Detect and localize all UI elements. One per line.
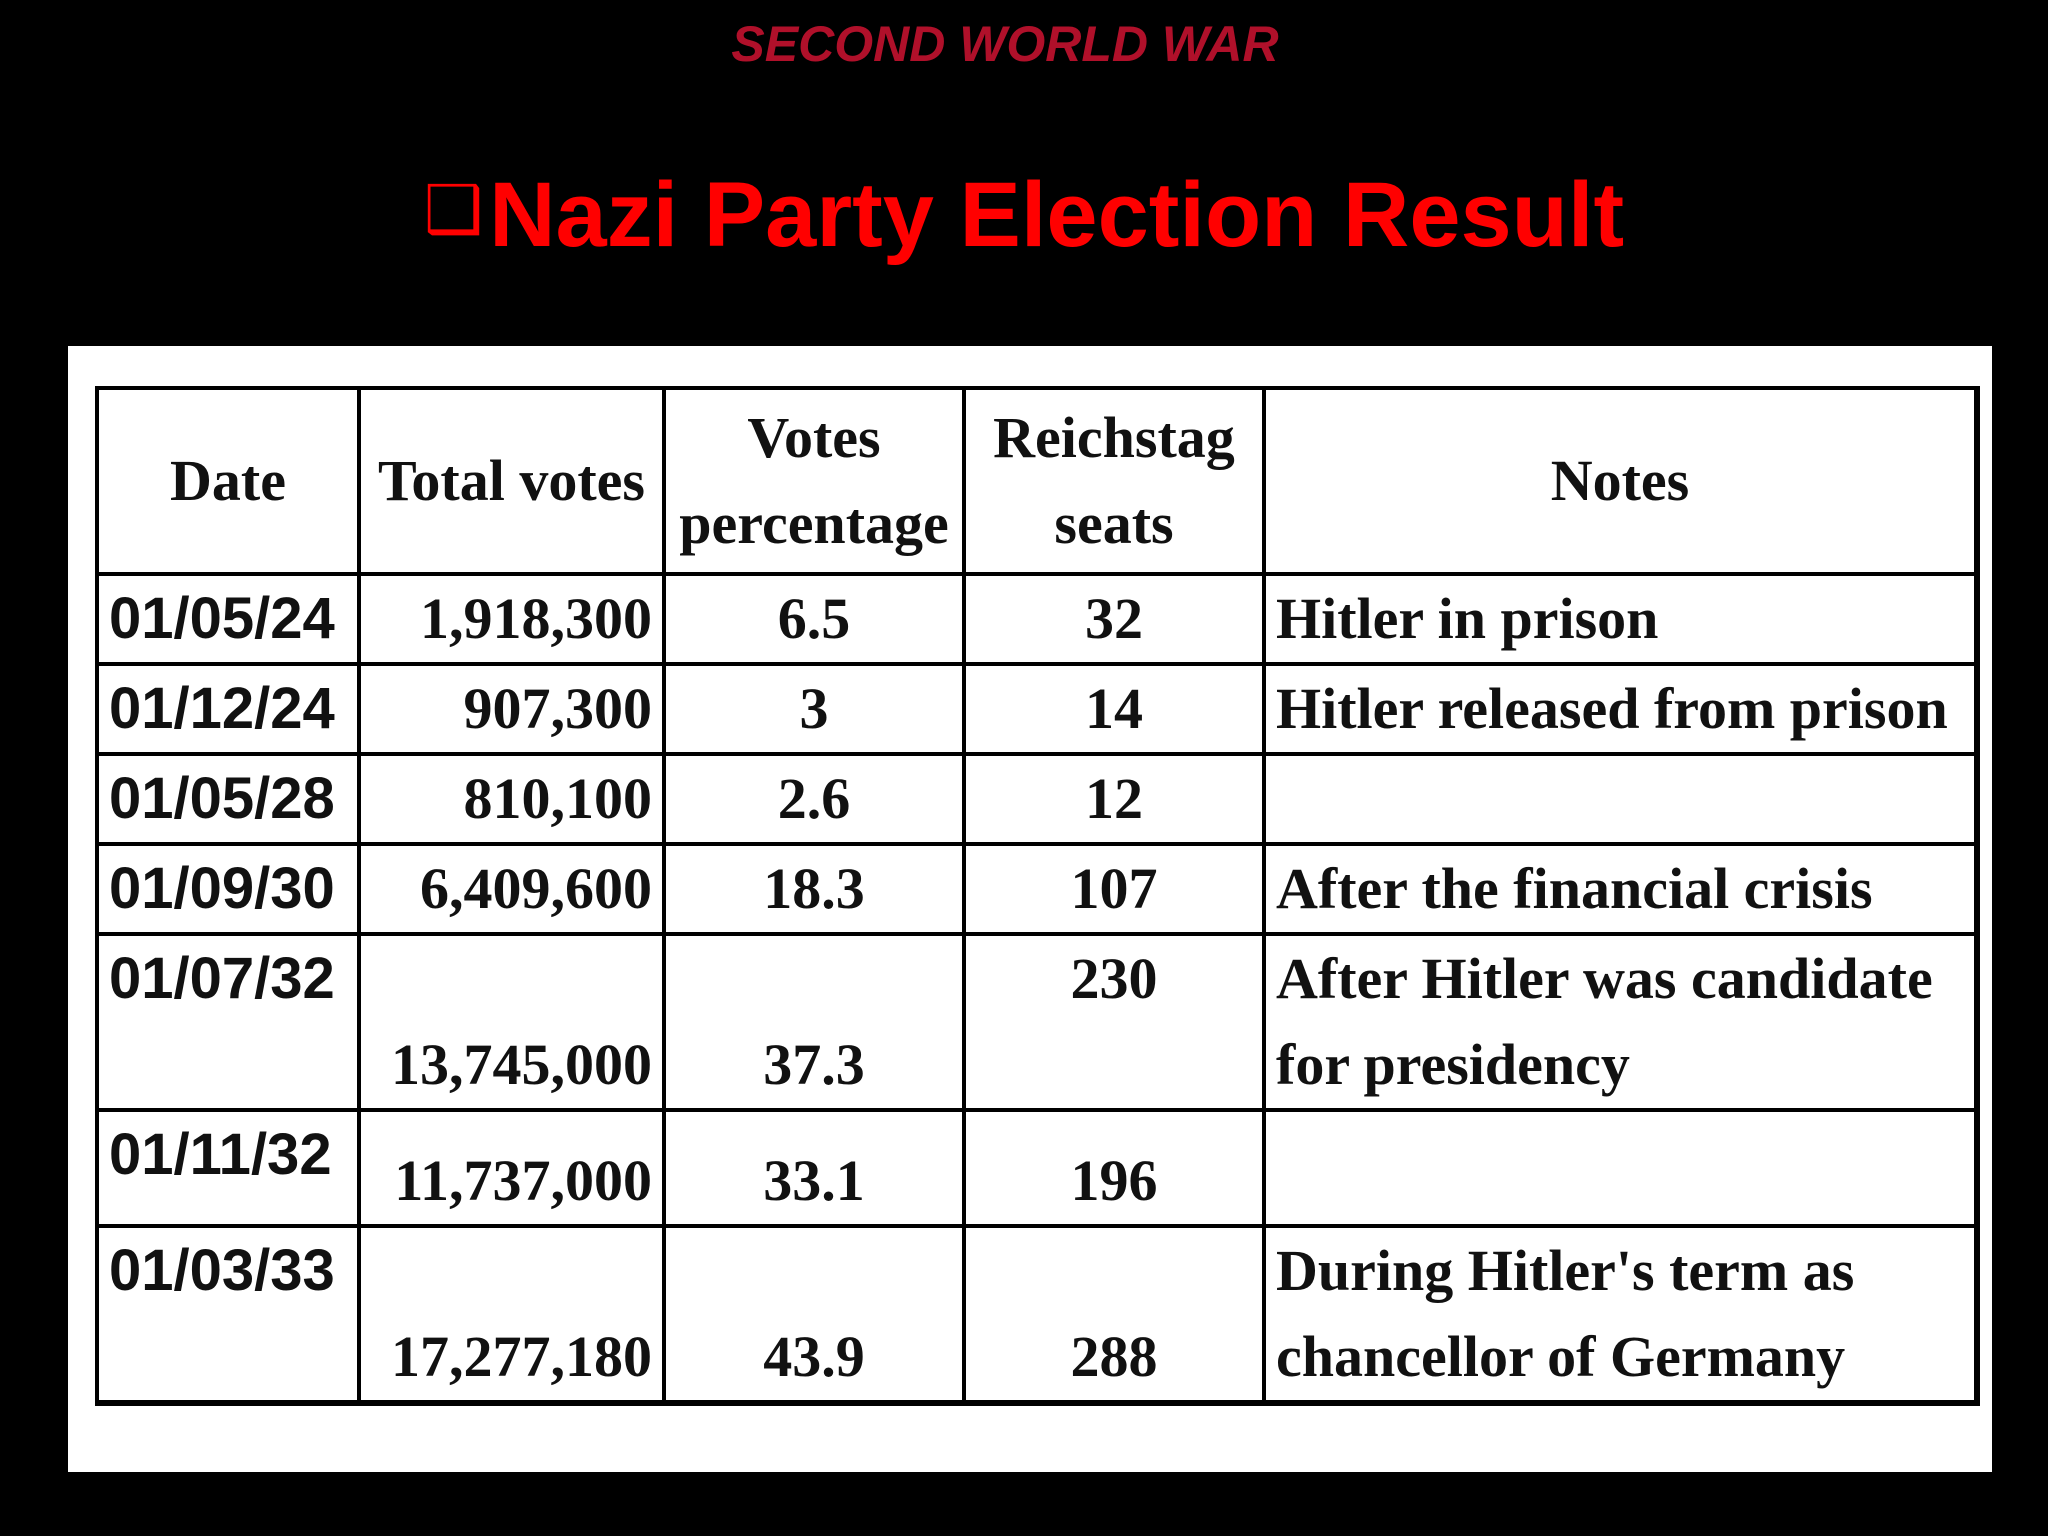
cell-total-votes: 907,300 [357,662,666,756]
cell-notes-line2: for presidency [1276,1032,1630,1097]
cell-votes-percentage: 37.3 [662,932,966,1112]
cell-date: 01/05/24 [95,572,361,666]
table-row: 01/07/32 13,745,000 37.3 230 After Hitle… [95,932,1979,1112]
cell-reichstag-seats: 12 [962,752,1266,846]
cell-total-votes: 11,737,000 [357,1108,666,1228]
slide-title: ❑Nazi Party Election Result [0,160,2048,279]
table-row: 01/05/28 810,100 2.6 12 [95,752,1979,846]
cell-date: 01/07/32 [95,932,361,1112]
cell-notes-line1: After Hitler was candidate [1276,946,1933,1011]
cell-notes [1262,1108,1979,1228]
cell-total-votes: 1,918,300 [357,572,666,666]
cell-total-votes: 810,100 [357,752,666,846]
election-results-table: Date Total votes Votes percentage Reichst… [95,386,1980,1406]
cell-notes-line1: During Hitler's term as [1276,1238,1855,1303]
header-votes-percentage: Votes percentage [662,386,966,576]
cell-date: 01/11/32 [95,1108,361,1228]
cell-date: 01/09/30 [95,842,361,936]
table-row: 01/05/24 1,918,300 6.5 32 Hitler in pris… [95,572,1979,666]
slide-subtitle: SECOND WORLD WAR [731,16,1279,72]
cell-notes: Hitler in prison [1262,572,1979,666]
cell-votes-percentage: 6.5 [662,572,966,666]
cell-reichstag-seats: 230 [962,932,1266,1112]
header-date: Date [95,386,361,576]
table-panel: Date Total votes Votes percentage Reichst… [68,346,1992,1472]
cell-reichstag-seats: 196 [962,1108,1266,1228]
table-row: 01/03/33 17,277,180 43.9 288 During Hitl… [95,1224,1979,1405]
header-reichstag-seats-line2: seats [1054,491,1174,556]
cell-notes: Hitler released from prison [1262,662,1979,756]
cell-notes [1262,752,1979,846]
header-votes-percentage-line1: Votes [747,405,881,470]
table-row: 01/11/32 11,737,000 33.1 196 [95,1108,1979,1228]
cell-notes-line1: After the financial crisis [1276,856,1873,921]
header-votes-percentage-line2: percentage [679,491,949,556]
checkbox-bullet-icon: ❑ [423,171,484,248]
cell-votes-percentage: 3 [662,662,966,756]
cell-notes: After the financial crisis [1262,842,1979,936]
cell-votes-percentage: 33.1 [662,1108,966,1228]
cell-total-votes: 6,409,600 [357,842,666,936]
cell-date: 01/12/24 [95,662,361,756]
header-notes: Notes [1262,386,1979,576]
table-header-row: Date Total votes Votes percentage Reichst… [95,386,1979,576]
cell-notes-line1: Hitler in prison [1276,586,1659,651]
cell-votes-percentage: 2.6 [662,752,966,846]
cell-reichstag-seats: 32 [962,572,1266,666]
cell-notes: After Hitler was candidate for presidency [1262,932,1979,1112]
cell-reichstag-seats: 14 [962,662,1266,756]
cell-reichstag-seats: 288 [962,1224,1266,1405]
header-reichstag-seats: Reichstag seats [962,386,1266,576]
cell-votes-percentage: 18.3 [662,842,966,936]
table-row: 01/09/30 6,409,600 18.3 107 After the fi… [95,842,1979,936]
cell-total-votes: 13,745,000 [357,932,666,1112]
slide-title-text: Nazi Party Election Result [489,164,1625,266]
cell-date: 01/05/28 [95,752,361,846]
cell-date: 01/03/33 [95,1224,361,1405]
header-total-votes: Total votes [357,386,666,576]
cell-notes: During Hitler's term as chancellor of Ger… [1262,1224,1979,1405]
table-row: 01/12/24 907,300 3 14 Hitler released fr… [95,662,1979,756]
header-reichstag-seats-line1: Reichstag [993,405,1235,470]
cell-notes-line1: Hitler released from prison [1276,676,1948,741]
cell-votes-percentage: 43.9 [662,1224,966,1405]
cell-reichstag-seats: 107 [962,842,1266,936]
cell-notes-line2: chancellor of Germany [1276,1324,1846,1389]
cell-total-votes: 17,277,180 [357,1224,666,1405]
